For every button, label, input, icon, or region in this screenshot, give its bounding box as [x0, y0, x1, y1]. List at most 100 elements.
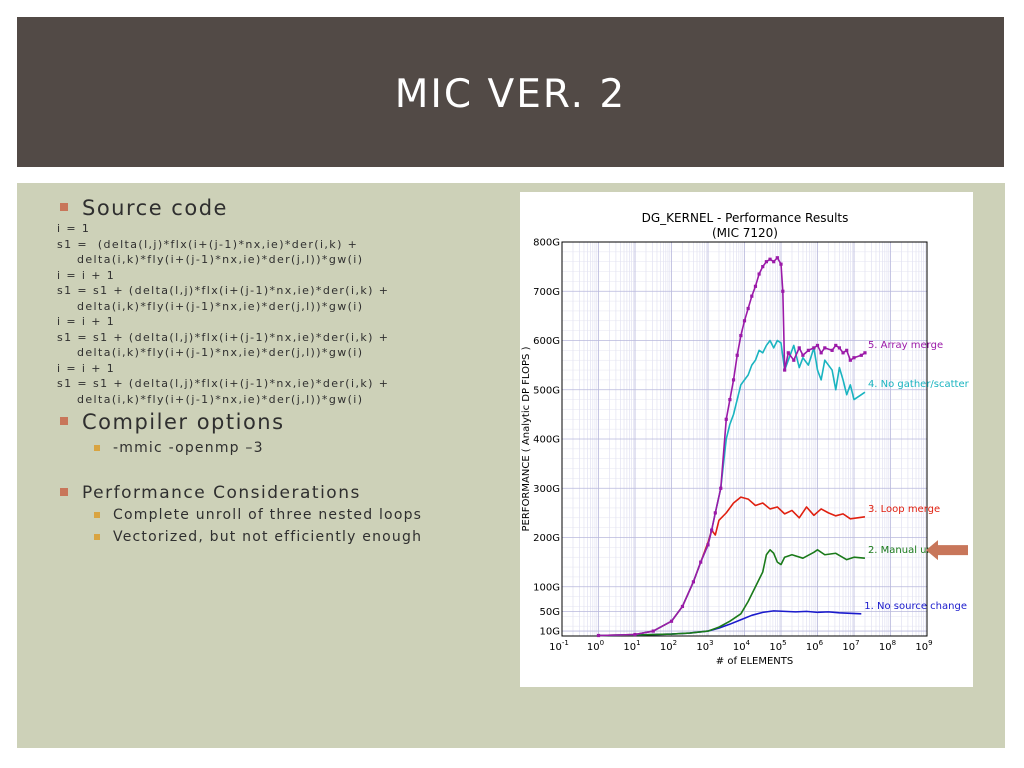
- series-marker: [713, 511, 717, 515]
- series-marker: [830, 348, 834, 352]
- bullet-column: Source code i = 1 s1 = (delta(l,j)*flx(i+…: [57, 195, 517, 548]
- y-tick-label: 400G: [533, 435, 560, 446]
- slide-title: MIC VER. 2: [394, 71, 627, 117]
- series-marker: [764, 260, 768, 264]
- performance-chart: 10G 50G 100G 200G 300G 400G 500G 600G 700G 800G 1…: [520, 192, 973, 687]
- x-tick-label: 103: [696, 639, 713, 653]
- series-labels: 1. No source change 2. Manual unrolling 3.…: [864, 340, 969, 612]
- sub-bullet-perf-2: Vectorized, but not efficiently enough: [57, 526, 517, 548]
- series-marker: [669, 619, 674, 623]
- bullet-source-code-label: Source code: [82, 196, 228, 220]
- code-line: s1 = s1 + (delta(l,j)*flx(i+(j-1)*nx,ie)…: [57, 284, 390, 297]
- series-marker: [651, 629, 655, 633]
- code-line: delta(i,k)*fly(i+(j-1)*nx,ie)*der(j,l))*…: [77, 346, 364, 359]
- y-tick-label: 200G: [533, 533, 560, 544]
- bullet-performance: Performance Considerations: [57, 482, 517, 504]
- series-marker: [815, 343, 820, 348]
- x-tick-label: 102: [660, 639, 677, 653]
- y-tick-label: 700G: [533, 287, 560, 298]
- series-marker: [812, 346, 816, 350]
- compiler-flags-text: -mmic -openmp –3: [113, 440, 264, 456]
- bullet-square-icon: [60, 203, 68, 211]
- code-line: delta(i,k)*fly(i+(j-1)*nx,ie)*der(j,l))*…: [77, 253, 364, 266]
- perf-item-text: Vectorized, but not efficiently enough: [113, 529, 423, 545]
- series-marker: [753, 284, 758, 288]
- series-label: 3. Loop merge: [868, 504, 940, 515]
- performance-chart-svg: 10G 50G 100G 200G 300G 400G 500G 600G 700G 800G 1…: [521, 211, 970, 667]
- code-line: s1 = (delta(l,j)*flx(i+(j-1)*nx,ie)*der(…: [57, 237, 359, 251]
- x-tick-label: 104: [733, 639, 751, 653]
- series-marker: [819, 351, 823, 355]
- x-tick-label: 109: [915, 639, 932, 653]
- series-marker: [859, 353, 863, 357]
- series-marker: [728, 398, 732, 402]
- y-tick-label: 10G: [540, 627, 560, 638]
- code-line: s1 = s1 + (delta(l,j)*flx(i+(j-1)*nx,ie)…: [57, 330, 390, 344]
- series-marker: [775, 256, 779, 260]
- x-tick-label: 101: [623, 639, 640, 653]
- series-marker: [845, 348, 849, 352]
- bullet-square-icon: [60, 417, 68, 425]
- chart-subtitle: (MIC 7120): [712, 226, 778, 240]
- series-marker: [783, 368, 787, 372]
- series-marker: [719, 486, 723, 490]
- x-tick-label: 10-1: [549, 639, 569, 653]
- sub-bullet-square-icon: [94, 512, 100, 518]
- bullet-compiler-options: Compiler options: [57, 409, 517, 435]
- sub-bullet-square-icon: [94, 534, 100, 540]
- series-marker: [797, 346, 801, 350]
- chart-grid: [561, 241, 928, 636]
- series-marker: [680, 604, 685, 609]
- series-marker: [863, 351, 867, 355]
- series-label: 2. Manual unrolling: [868, 545, 964, 556]
- y-tick-label: 800G: [533, 238, 560, 249]
- y-tick-label: 50G: [540, 607, 560, 618]
- series-marker: [710, 528, 714, 532]
- series-marker: [768, 257, 772, 261]
- series-line: [598, 256, 866, 637]
- x-tick-label: 106: [806, 639, 824, 653]
- perf-item-text: Complete unroll of three nested loops: [113, 507, 423, 523]
- series-marker: [596, 633, 601, 638]
- x-tick-label: 108: [879, 639, 896, 653]
- slide-content: Source code i = 1 s1 = (delta(l,j)*flx(i+…: [17, 183, 1005, 748]
- code-line: i = i + 1: [57, 361, 116, 375]
- series-marker: [731, 378, 736, 382]
- series-marker: [739, 333, 743, 338]
- x-tick-label: 100: [587, 639, 604, 653]
- bullet-source-code: Source code: [57, 195, 517, 221]
- series-marker: [779, 262, 783, 266]
- series-marker: [735, 353, 739, 357]
- series-marker: [806, 348, 810, 352]
- series-marker: [841, 351, 845, 355]
- bullet-performance-label: Performance Considerations: [82, 483, 361, 503]
- series-marker: [633, 632, 637, 637]
- series-marker: [772, 260, 776, 264]
- code-line: s1 = s1 + (delta(l,j)*flx(i+(j-1)*nx,ie)…: [57, 377, 390, 390]
- chart-series: [596, 256, 867, 638]
- series-marker: [823, 346, 827, 350]
- x-axis-label: # of ELEMENTS: [716, 656, 793, 667]
- series-marker: [699, 560, 703, 564]
- series-marker: [746, 306, 750, 311]
- series-marker: [757, 272, 761, 276]
- bullet-compiler-options-label: Compiler options: [82, 410, 285, 434]
- y-axis-ticks: 10G 50G 100G 200G 300G 400G 500G 600G 700G 800G: [533, 238, 560, 638]
- series-marker: [786, 351, 790, 355]
- y-tick-label: 500G: [533, 385, 560, 396]
- x-tick-label: 105: [769, 639, 786, 653]
- y-tick-label: 300G: [533, 484, 560, 495]
- chart-title: DG_KERNEL - Performance Results: [642, 211, 849, 225]
- left-arrow-icon: [926, 540, 968, 561]
- series-label: 1. No source change: [864, 601, 967, 612]
- y-axis-label: PERFORMANCE ( Analytic DP FLOPS ): [521, 346, 532, 531]
- title-bar: MIC VER. 2: [17, 17, 1004, 167]
- bullet-square-icon: [60, 488, 68, 496]
- series-marker: [781, 289, 785, 293]
- sub-bullet-square-icon: [94, 445, 100, 451]
- code-line: i = i + 1: [57, 268, 116, 282]
- x-axis-ticks: 10-1 100 101 102 103 104 105 106 107 108 109: [549, 639, 932, 653]
- series-marker: [691, 580, 695, 584]
- plot-area-border: [561, 241, 928, 637]
- sub-bullet-compiler-flags: -mmic -openmp –3: [57, 437, 517, 459]
